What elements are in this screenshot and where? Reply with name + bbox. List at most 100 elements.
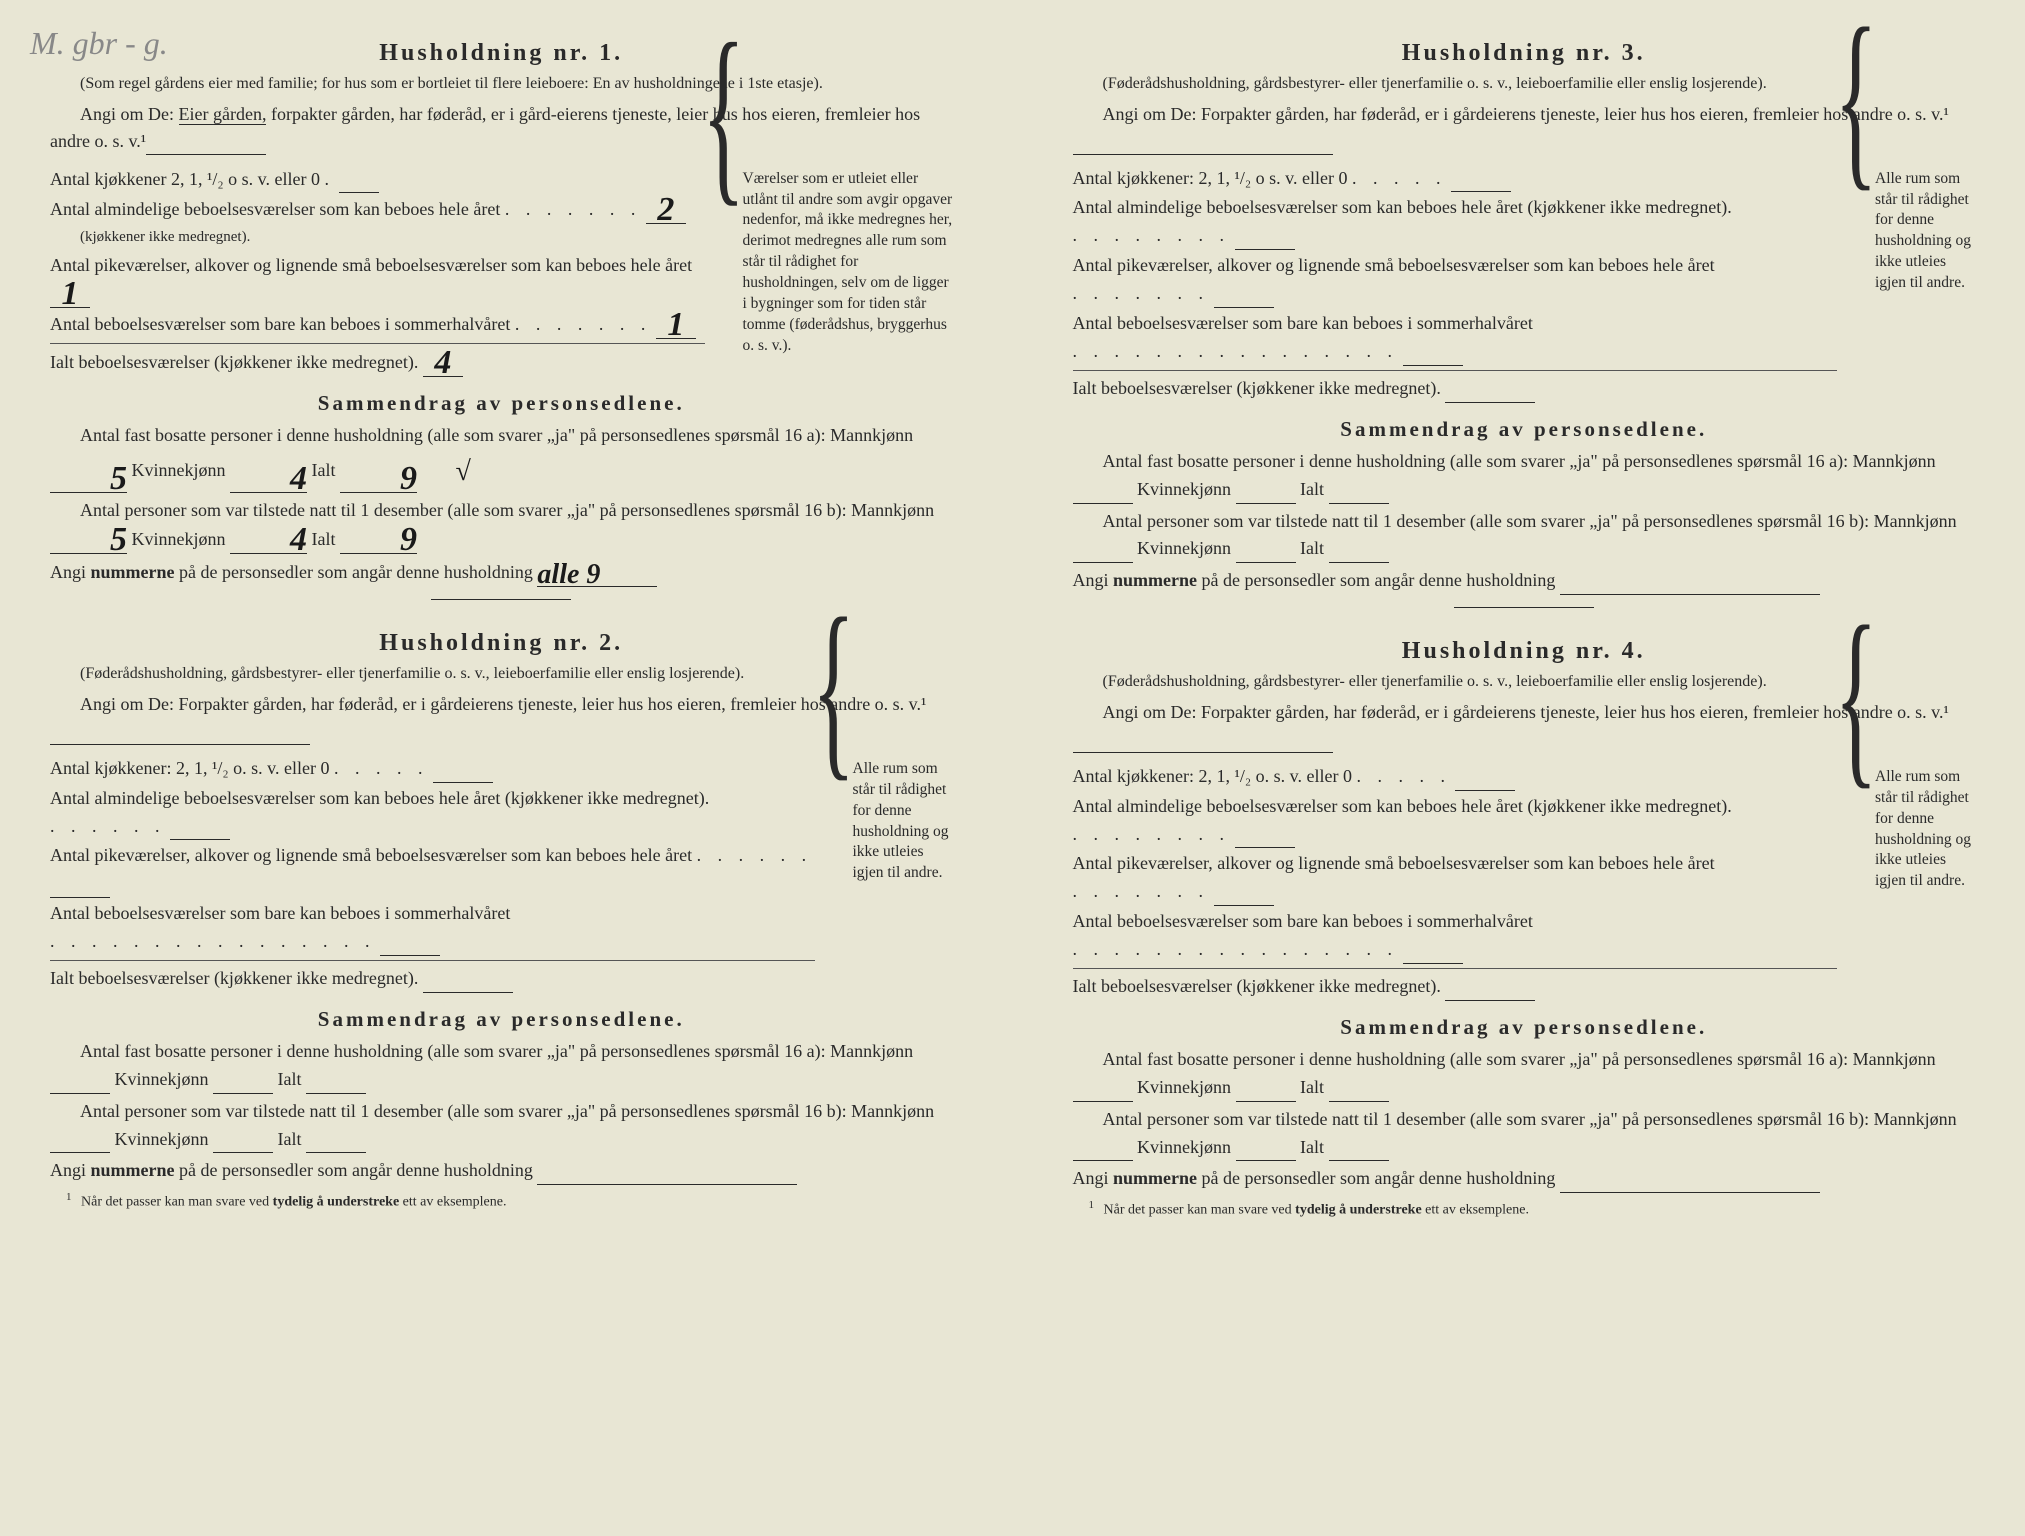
instr-prefix: Angi om De:: [80, 104, 179, 124]
rooms-questions: Antal kjøkkener: 2, 1, ¹/₂ o. s. v. elle…: [1073, 763, 1838, 1003]
rooms-block: Antal kjøkkener: 2, 1, ¹/₂ o s. v. eller…: [1073, 165, 1976, 405]
blank-field[interactable]: [1073, 752, 1333, 753]
field-nums[interactable]: [1560, 1192, 1820, 1193]
field-mann-b[interactable]: [50, 1152, 110, 1153]
field-summer[interactable]: 1: [656, 310, 696, 339]
hw-val: 2: [657, 196, 674, 223]
sum2-text: Antal personer som var tilstede natt til…: [1103, 1109, 1957, 1129]
rooms-row3: Antal pikeværelser, alkover og lignende …: [1073, 853, 1715, 873]
nums-line: Angi nummerne på de personsedler som ang…: [50, 1157, 953, 1185]
rooms-row2: Antal almindelige beboelsesværelser som …: [1073, 796, 1732, 816]
field-smallrooms[interactable]: [50, 897, 110, 898]
blank-field[interactable]: [1073, 154, 1333, 155]
kvinne-label: Kvinnekjønn: [115, 1069, 209, 1089]
rooms-total: Ialt beboelsesværelser (kjøkkener ikke m…: [50, 352, 418, 372]
field-mann-a[interactable]: [1073, 503, 1133, 504]
field-kitchens[interactable]: [1451, 191, 1511, 192]
field-ialt-a[interactable]: [306, 1093, 366, 1094]
section-divider: [431, 599, 571, 600]
rooms-row2: Antal almindelige beboelsesværelser som …: [1073, 197, 1732, 217]
dots: . . . . .: [1356, 763, 1451, 791]
field-ialt-b[interactable]: [1329, 562, 1389, 563]
sum1-text: Antal fast bosatte personer i denne hush…: [80, 425, 913, 445]
rooms-row1: Antal kjøkkener: 2, 1, ¹/₂ o. s. v. elle…: [1073, 766, 1352, 786]
field-rooms[interactable]: [170, 839, 230, 840]
dots: . . . . . . . .: [1073, 821, 1231, 849]
field-kvinne-a[interactable]: [1236, 503, 1296, 504]
dots: .: [324, 166, 335, 194]
ialt-label: Ialt: [1300, 538, 1324, 558]
footnote-marker: 1: [66, 1191, 72, 1203]
side-note: Alle rum som står til rådighet for denne…: [853, 755, 953, 995]
field-mann-b[interactable]: 5: [50, 525, 127, 554]
field-rooms[interactable]: [1235, 249, 1295, 250]
sum2-text: Antal personer som var tilstede natt til…: [1103, 511, 1957, 531]
sum1-text: Antal fast bosatte personer i denne hush…: [80, 1041, 913, 1061]
field-total[interactable]: 4: [423, 348, 463, 377]
field-nums[interactable]: [1560, 594, 1820, 595]
rooms-row1: Antal kjøkkener: 2, 1, ¹/₂ o s. v. eller…: [1073, 168, 1348, 188]
field-kvinne-a[interactable]: [213, 1093, 273, 1094]
brace-column: {: [827, 755, 841, 995]
curly-brace-icon: {: [812, 611, 855, 1139]
instr-text: Angi om De: Forpakter gården, har føderå…: [1103, 104, 1949, 124]
field-nums[interactable]: [537, 1184, 797, 1185]
rooms-row3: Antal pikeværelser, alkover og lignende …: [50, 845, 692, 865]
ialt-label: Ialt: [312, 460, 336, 480]
brace-column: {: [1849, 763, 1863, 1003]
rooms-row1: Antal kjøkkener: 2, 1, ¹/₂ o. s. v. elle…: [50, 758, 329, 778]
instr-text: Angi om De: Forpakter gården, har føderå…: [80, 694, 926, 714]
field-kvinne-b[interactable]: [1236, 1160, 1296, 1161]
dots: . . . . .: [334, 755, 429, 783]
field-summer[interactable]: [380, 955, 440, 956]
field-kvinne-a[interactable]: [1236, 1101, 1296, 1102]
field-summer[interactable]: [1403, 963, 1463, 964]
field-mann-a[interactable]: 5: [50, 465, 127, 494]
section-divider: [1454, 607, 1594, 608]
field-kitchens[interactable]: [1455, 790, 1515, 791]
rooms-row4: Antal beboelsesværelser som bare kan beb…: [1073, 911, 1533, 931]
rooms-block: Antal kjøkkener: 2, 1, ¹/₂ o. s. v. elle…: [1073, 763, 1976, 1003]
field-ialt-a[interactable]: 9: [340, 465, 417, 494]
field-summer[interactable]: [1403, 365, 1463, 366]
field-smallrooms[interactable]: [1214, 905, 1274, 906]
curly-brace-icon: {: [1834, 21, 1877, 549]
field-rooms[interactable]: 2: [646, 195, 686, 224]
handwritten-margin-note: M. gbr - g.: [30, 25, 168, 62]
field-kitchens[interactable]: [433, 782, 493, 783]
rooms-total: Ialt beboelsesværelser (kjøkkener ikke m…: [1073, 976, 1441, 996]
instruction-line: Angi om De: Eier gården, forpakter gårde…: [50, 101, 953, 155]
field-kvinne-a[interactable]: 4: [230, 465, 307, 494]
field-ialt-b[interactable]: 9: [340, 525, 417, 554]
field-mann-b[interactable]: [1073, 1160, 1133, 1161]
field-total[interactable]: [1445, 402, 1535, 403]
household-1: Husholdning nr. 1. (Som regel gårdens ei…: [50, 40, 953, 600]
household-2: Husholdning nr. 2. (Føderådshusholdning,…: [50, 630, 953, 1211]
rooms-row3: Antal pikeværelser, alkover og lignende …: [50, 255, 692, 275]
instr-text: Angi om De: Forpakter gården, har føderå…: [1103, 702, 1949, 722]
field-nums[interactable]: alle 9: [537, 558, 657, 587]
kvinne-label: Kvinnekjønn: [1137, 538, 1231, 558]
field-kvinne-b[interactable]: [1236, 562, 1296, 563]
field-mann-a[interactable]: [1073, 1101, 1133, 1102]
field-ialt-a[interactable]: [1329, 503, 1389, 504]
ialt-label: Ialt: [278, 1069, 302, 1089]
field-smallrooms[interactable]: [1214, 307, 1274, 308]
field-total[interactable]: [423, 992, 513, 993]
field-kitchens[interactable]: [339, 165, 379, 194]
field-ialt-b[interactable]: [1329, 1160, 1389, 1161]
field-kvinne-b[interactable]: [213, 1152, 273, 1153]
blank-field[interactable]: [146, 154, 266, 155]
field-smallrooms[interactable]: 1: [50, 280, 90, 309]
field-mann-b[interactable]: [1073, 562, 1133, 563]
field-kvinne-b[interactable]: 4: [230, 525, 307, 554]
field-total[interactable]: [1445, 1000, 1535, 1001]
field-rooms[interactable]: [1235, 847, 1295, 848]
hw-val: 4: [434, 349, 451, 376]
sum2-text: Antal personer som var tilstede natt til…: [80, 1101, 934, 1121]
field-mann-a[interactable]: [50, 1093, 110, 1094]
field-ialt-b[interactable]: [306, 1152, 366, 1153]
field-ialt-a[interactable]: [1329, 1101, 1389, 1102]
ialt-label: Ialt: [1300, 1137, 1324, 1157]
blank-field[interactable]: [50, 744, 310, 745]
